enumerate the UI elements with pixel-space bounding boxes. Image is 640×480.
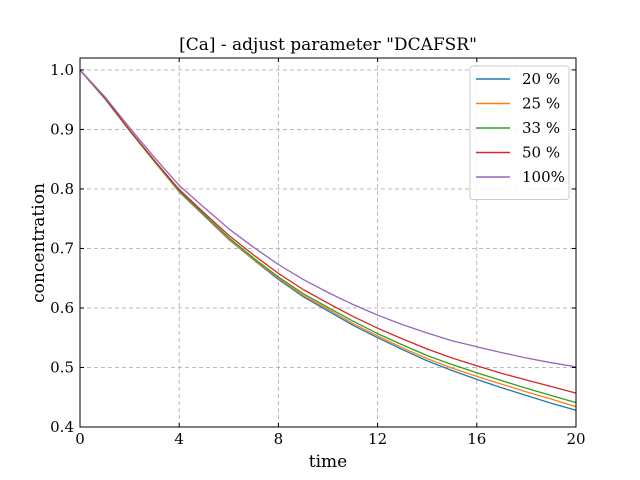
legend-label-2: 25 % — [522, 95, 560, 113]
y-tick-label: 0.7 — [50, 239, 74, 257]
legend-label-1: 20 % — [522, 70, 560, 88]
x-tick-label: 8 — [274, 430, 284, 448]
axis-ticks: 0 4 8 12 16 20 0.4 0.5 0.6 0.7 0.8 0.9 1.0 — [50, 58, 586, 448]
x-tick-label: 16 — [467, 430, 486, 448]
chart-title: [Ca] - adjust parameter "DCAFSR" — [179, 35, 477, 55]
x-tick-label: 20 — [566, 430, 585, 448]
plot-frame — [79, 57, 577, 428]
legend-label-4: 50 % — [522, 144, 560, 162]
series-line-4 — [79, 69, 577, 394]
y-axis-label: concentration — [29, 183, 49, 303]
y-tick-label: 0.6 — [50, 299, 74, 317]
y-tick-label: 1.0 — [50, 61, 74, 79]
y-tick-label: 0.5 — [50, 358, 74, 376]
x-axis-label: time — [309, 452, 347, 472]
series-lines — [79, 69, 577, 411]
y-tick-label: 0.9 — [50, 120, 74, 138]
x-tick-label: 0 — [75, 430, 85, 448]
legend-label-5: 100% — [522, 168, 565, 186]
legend-box — [469, 65, 570, 200]
y-tick-label: 0.4 — [50, 418, 74, 436]
x-tick-label: 12 — [368, 430, 387, 448]
legend-label-3: 33 % — [522, 119, 560, 137]
legend: 20 % 25 % 33 % 50 % 100% — [469, 65, 570, 200]
series-line-5 — [79, 69, 577, 368]
y-tick-label: 0.8 — [50, 180, 74, 198]
x-tick-label: 4 — [174, 430, 184, 448]
